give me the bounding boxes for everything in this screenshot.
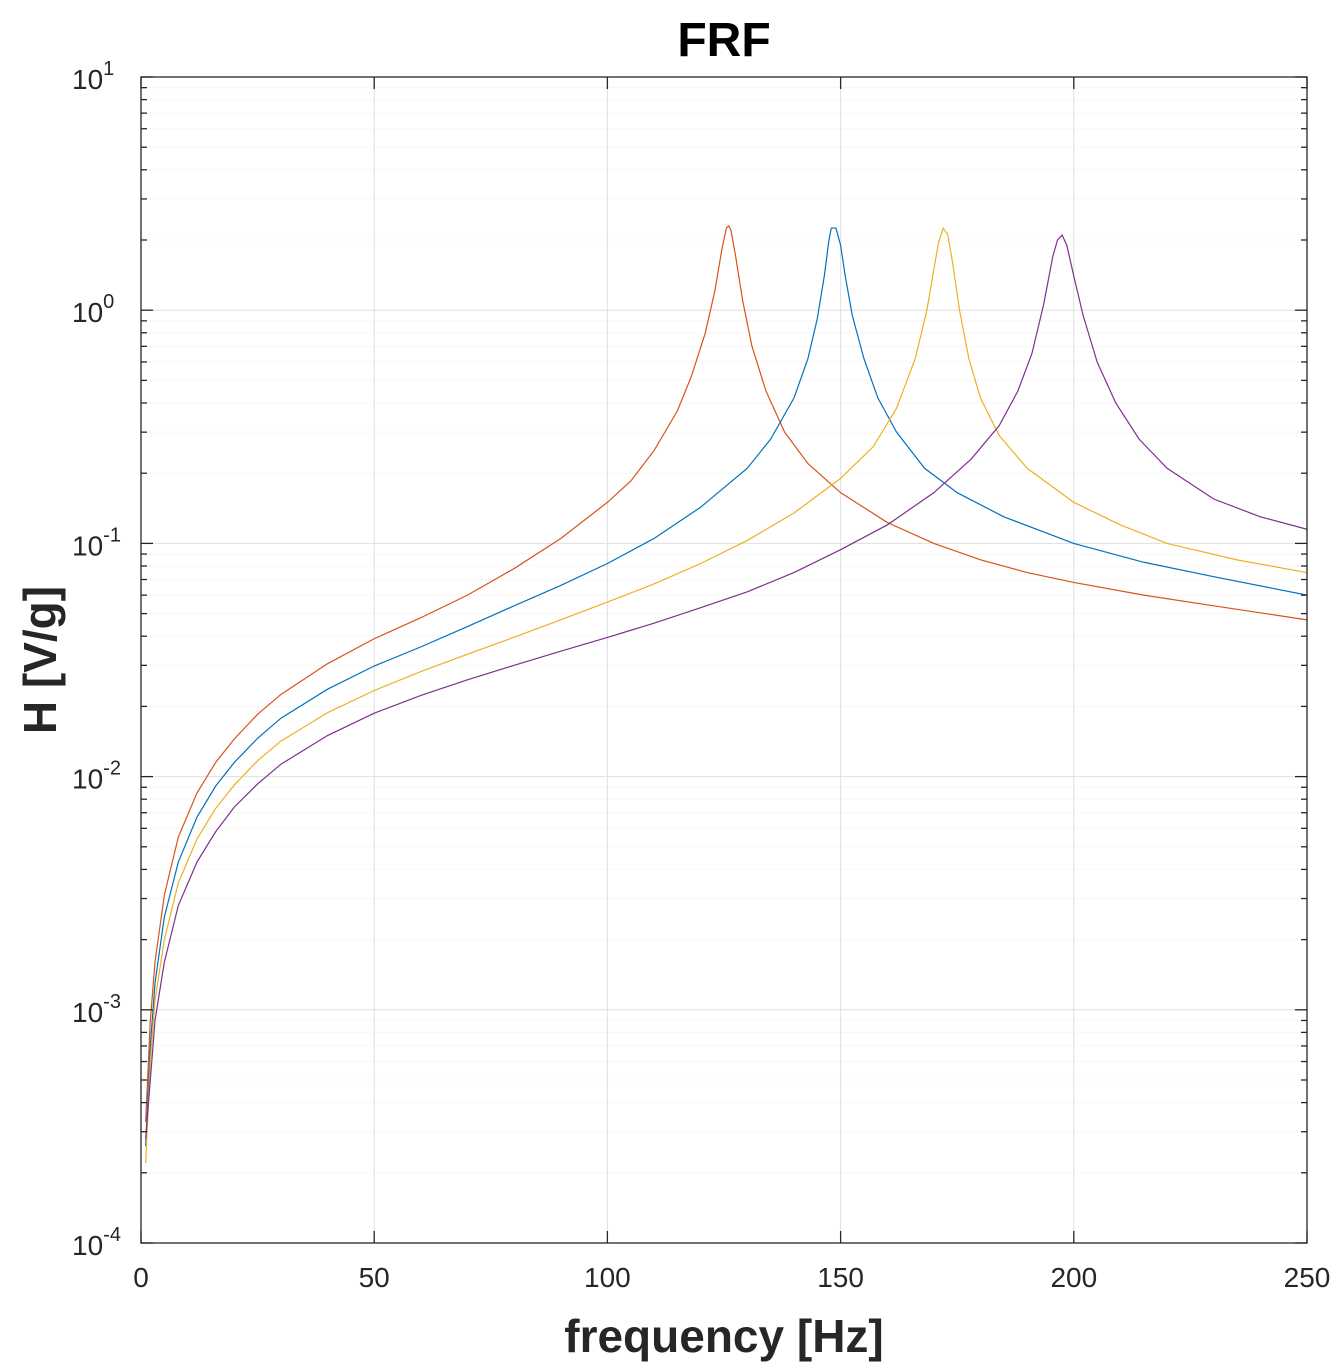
- series-line-3: [145, 226, 1308, 1164]
- x-tick-label: 50: [359, 1262, 390, 1293]
- series-lines: [145, 224, 1308, 1164]
- y-tick-label: 10-3: [72, 991, 121, 1028]
- plot-area: [141, 77, 1307, 1243]
- y-tick-label: 10-1: [72, 524, 121, 561]
- x-axis-label: frequency [Hz]: [564, 1310, 883, 1362]
- axis-box: [140, 76, 1308, 1244]
- x-tick-label: 100: [584, 1262, 631, 1293]
- x-tick-label: 0: [133, 1262, 149, 1293]
- axes: [140, 76, 1308, 1244]
- chart-title: FRF: [677, 14, 770, 67]
- y-tick-label: 101: [72, 58, 114, 95]
- series-line-1: [145, 224, 1308, 1123]
- y-tick-label: 100: [72, 291, 114, 328]
- x-tick-label: 150: [817, 1262, 864, 1293]
- series-line-2: [145, 227, 1308, 1147]
- x-tick-label: 200: [1050, 1262, 1097, 1293]
- x-tick-label: 250: [1284, 1262, 1331, 1293]
- series-line-4: [145, 234, 1308, 1139]
- y-tick-label: 10-2: [72, 758, 121, 795]
- tick-labels: 0 50 100 150 200 250 10-4 10-3 10-2 10-1 100 101: [72, 58, 1330, 1293]
- grid: [140, 76, 1308, 1244]
- y-axis-label: H [V/g]: [14, 586, 66, 734]
- y-tick-label: 10-4: [72, 1224, 121, 1261]
